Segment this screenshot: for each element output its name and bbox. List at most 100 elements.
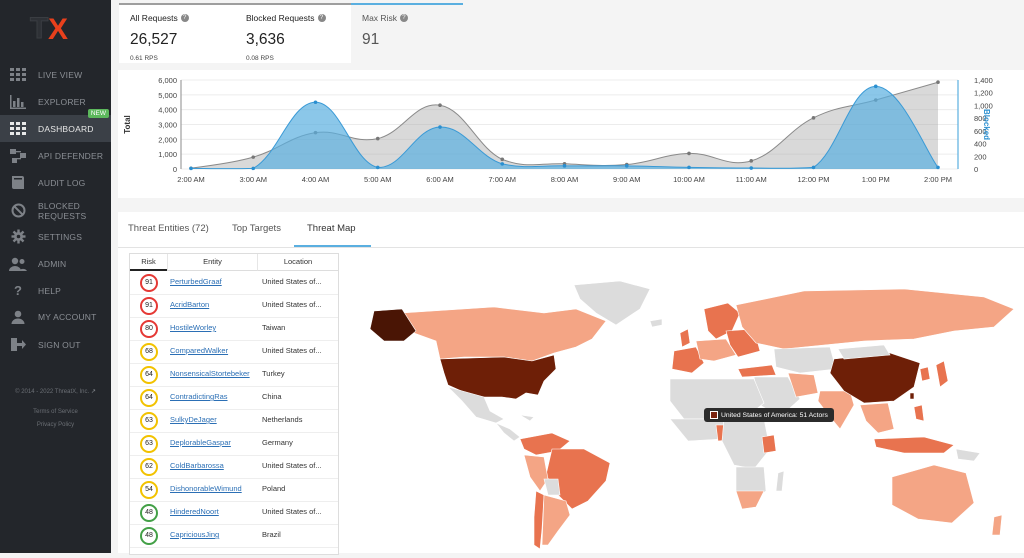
stat-value: 26,527: [130, 31, 178, 48]
data-point-blocked[interactable]: [624, 164, 629, 168]
data-point-blocked[interactable]: [251, 166, 256, 171]
threat-map[interactable]: United States of America: 51 Actors: [344, 269, 1024, 553]
sidebar-item-settings[interactable]: SETTINGS: [0, 223, 111, 250]
sidebar-item-sign-out[interactable]: SIGN OUT: [0, 331, 111, 358]
table-row[interactable]: 54 DishonorableWimund Poland: [130, 478, 338, 502]
risk-score-badge: 63: [140, 435, 158, 453]
help-icon[interactable]: ?: [399, 14, 408, 22]
table-row[interactable]: 68 ComparedWalker United States of...: [130, 340, 338, 364]
location-text: Netherlands: [262, 415, 303, 424]
data-point-blocked[interactable]: [873, 84, 878, 89]
data-point-total[interactable]: [811, 116, 816, 120]
user-icon: [9, 308, 27, 326]
data-point-blocked[interactable]: [438, 125, 442, 129]
sidebar-item-blocked-requests[interactable]: BLOCKED REQUESTS: [0, 197, 111, 224]
entity-link[interactable]: NonsensicalStortebeker: [170, 369, 250, 378]
country-usa: [439, 354, 557, 400]
sidebar-item-help[interactable]: ? HELP: [0, 277, 111, 304]
sidebar-item-my-account[interactable]: MY ACCOUNT: [0, 303, 111, 330]
entity-link[interactable]: DishonorableWimund: [170, 484, 242, 493]
entity-link[interactable]: SulkyDeJager: [170, 415, 217, 424]
sidebar-item-audit-log[interactable]: AUDIT LOG: [0, 169, 111, 196]
x-tick-label: 5:00 AM: [364, 175, 392, 184]
data-point-blocked[interactable]: [375, 165, 380, 170]
sidebar-item-admin[interactable]: ADMIN: [0, 250, 111, 277]
tab-threat-map[interactable]: Threat Map: [307, 223, 356, 234]
data-point-blocked[interactable]: [811, 165, 816, 170]
risk-score-badge: 48: [140, 504, 158, 522]
stat-max-risk[interactable]: Max Risk? 91: [351, 5, 463, 63]
table-row[interactable]: 63 DeplorableGaspar Germany: [130, 432, 338, 456]
country-central-europe: [695, 338, 737, 362]
map-tooltip: United States of America: 51 Actors: [704, 408, 834, 422]
data-point-blocked[interactable]: [562, 164, 567, 168]
entity-link[interactable]: CapriciousJing: [170, 530, 220, 539]
data-point-total[interactable]: [251, 155, 256, 159]
y-left-tick-label: 4,000: [158, 106, 177, 115]
risk-score-badge: 54: [140, 481, 158, 499]
sidebar-item-live-view[interactable]: LIVE VIEW: [0, 61, 111, 88]
data-point-total[interactable]: [500, 157, 505, 162]
table-row[interactable]: 80 HostileWorley Taiwan: [130, 317, 338, 341]
stat-all-requests[interactable]: All Requests? 26,527 0.61 RPS: [119, 5, 235, 63]
requests-chart-card: 0 1,000 2,000 3,000 4,000 5,000 6,000 0 200 400 60…: [118, 70, 1024, 198]
data-point-total[interactable]: [438, 103, 442, 108]
sign-out-icon: [9, 336, 27, 354]
data-point-total[interactable]: [936, 80, 940, 85]
data-point-total[interactable]: [749, 159, 754, 163]
tab-threat-entities[interactable]: Threat Entities (72): [128, 223, 209, 234]
table-row[interactable]: 64 ContradictingRas China: [130, 386, 338, 410]
data-point-blocked[interactable]: [936, 165, 940, 170]
tab-top-targets[interactable]: Top Targets: [232, 223, 281, 234]
entity-link[interactable]: AcridBarton: [170, 300, 210, 309]
country-greenland: [573, 280, 651, 326]
data-point-blocked[interactable]: [687, 165, 691, 170]
column-header-location[interactable]: Location: [258, 254, 338, 271]
table-row[interactable]: 64 NonsensicalStortebeker Turkey: [130, 363, 338, 387]
entity-link[interactable]: ContradictingRas: [170, 392, 228, 401]
entity-link[interactable]: DeplorableGaspar: [170, 438, 231, 447]
data-point-total[interactable]: [375, 136, 380, 141]
svg-text:T: T: [30, 12, 48, 44]
privacy-link[interactable]: Privacy Policy: [36, 422, 75, 428]
tabs-divider: [118, 247, 1024, 248]
entity-link[interactable]: HostileWorley: [170, 323, 217, 332]
data-point-blocked[interactable]: [749, 166, 754, 170]
table-row[interactable]: 91 PerturbedGraaf United States of...: [130, 271, 338, 295]
sidebar-item-explorer[interactable]: EXPLORER: [0, 88, 111, 115]
sidebar-item-api-defender[interactable]: API DEFENDER: [0, 142, 111, 169]
stat-value: 3,636: [246, 31, 285, 48]
entity-link[interactable]: ComparedWalker: [170, 346, 229, 355]
data-point-total[interactable]: [687, 151, 691, 156]
entity-link[interactable]: PerturbedGraaf: [170, 277, 222, 286]
threatx-logo[interactable]: T X: [28, 10, 78, 45]
help-icon[interactable]: ?: [180, 14, 189, 22]
legend-swatch: [710, 411, 718, 419]
new-badge: NEW: [87, 109, 109, 118]
table-row[interactable]: 48 HinderedNoort United States of...: [130, 501, 338, 525]
help-icon[interactable]: ?: [317, 14, 326, 22]
data-point-blocked[interactable]: [500, 162, 505, 166]
table-row[interactable]: 48 CapriciousJing Brazil: [130, 524, 338, 548]
table-row[interactable]: 62 ColdBarbarossa United States of...: [130, 455, 338, 479]
sidebar-item-label: DASHBOARD: [38, 123, 94, 134]
country-france-iberia: [671, 346, 705, 374]
country-southeast-asia: [859, 402, 895, 434]
entity-link[interactable]: HinderedNoort: [170, 507, 219, 516]
table-row[interactable]: 91 AcridBarton United States of...: [130, 294, 338, 318]
stat-blocked-requests[interactable]: Blocked Requests? 3,636 0.08 RPS: [235, 5, 351, 63]
sidebar-item-label: BLOCKED REQUESTS: [38, 200, 87, 221]
terms-link[interactable]: Terms of Service: [33, 409, 78, 415]
table-row[interactable]: 63 SulkyDeJager Netherlands: [130, 409, 338, 433]
svg-text:X: X: [48, 13, 68, 44]
entity-link[interactable]: ColdBarbarossa: [170, 461, 224, 470]
column-header-entity[interactable]: Entity: [168, 254, 258, 271]
x-tick-label: 9:00 AM: [613, 175, 641, 184]
requests-chart[interactable]: 0 1,000 2,000 3,000 4,000 5,000 6,000 0 200 400 60…: [118, 70, 1024, 198]
data-point-blocked[interactable]: [313, 100, 318, 105]
data-point-blocked[interactable]: [189, 166, 193, 171]
country-korea: [919, 366, 931, 382]
y-right-tick-label: 800: [974, 114, 987, 123]
stat-indicator: [119, 3, 351, 6]
sidebar-item-dashboard[interactable]: NEW DASHBOARD: [0, 109, 111, 142]
